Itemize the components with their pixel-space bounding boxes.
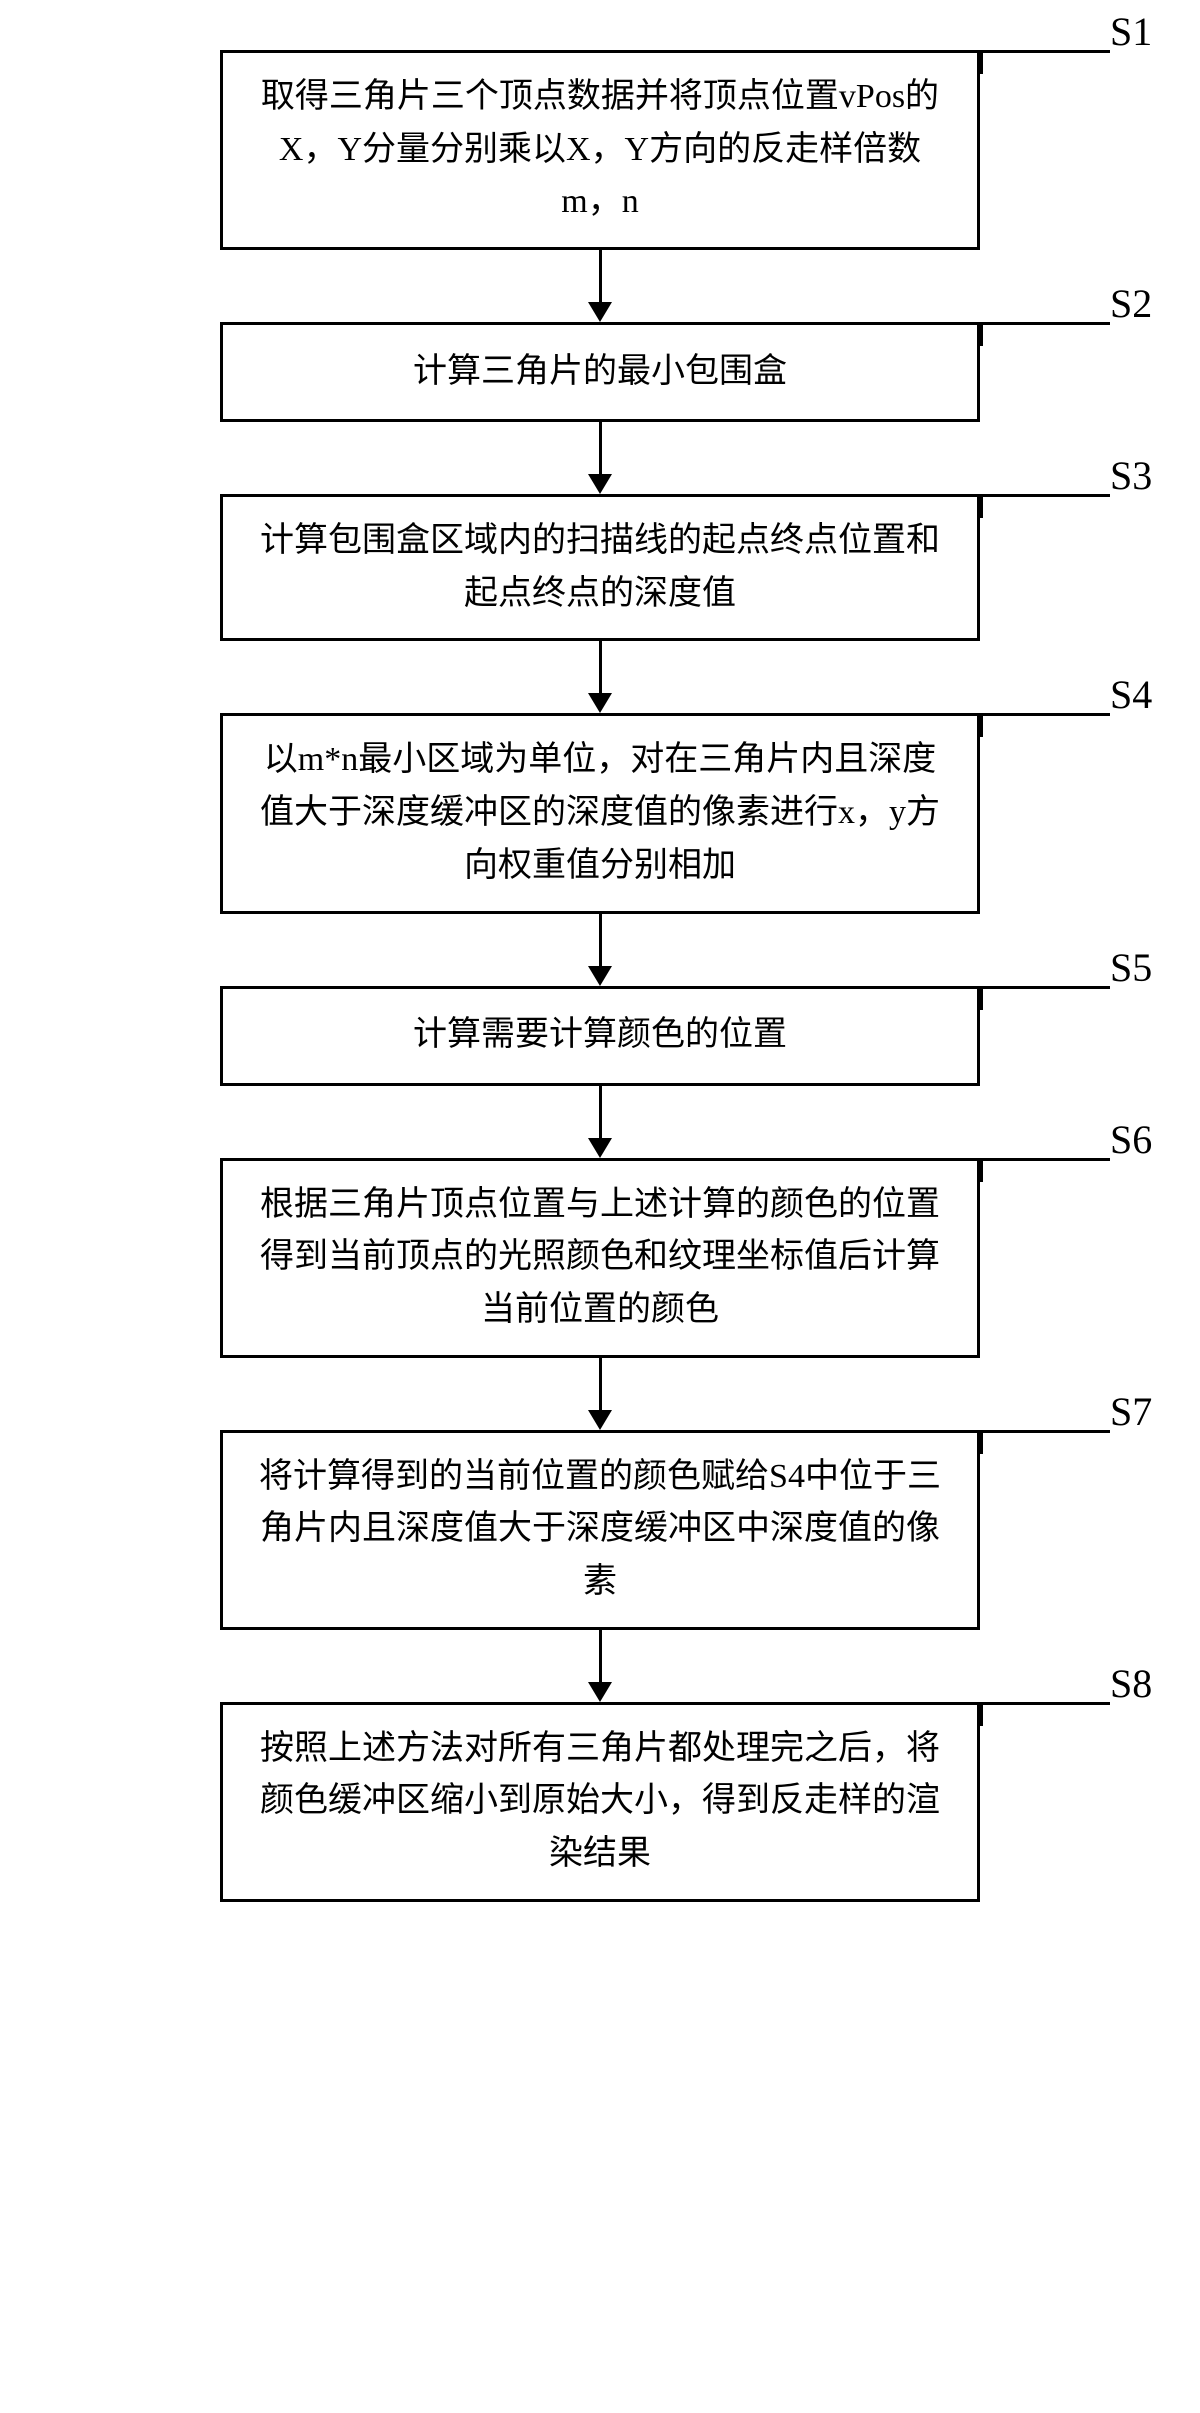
step-label-s8: S8: [1110, 1660, 1152, 1707]
leader-s1: [980, 44, 1110, 74]
step-text-s7: 将计算得到的当前位置的颜色赋给S4中位于三角片内且深度值大于深度缓冲区中深度值的…: [253, 1451, 947, 1609]
step-box-s1: 取得三角片三个顶点数据并将顶点位置vPos的X，Y分量分别乘以X，Y方向的反走样…: [220, 50, 980, 250]
step-text-s6: 根据三角片顶点位置与上述计算的颜色的位置得到当前顶点的光照颜色和纹理坐标值后计算…: [253, 1179, 947, 1337]
step-box-s6: 根据三角片顶点位置与上述计算的颜色的位置得到当前顶点的光照颜色和纹理坐标值后计算…: [220, 1158, 980, 1358]
step-label-s5: S5: [1110, 944, 1152, 991]
step-text-s4: 以m*n最小区域为单位，对在三角片内且深度值大于深度缓冲区的深度值的像素进行x，…: [253, 734, 947, 892]
step-text-s5: 计算需要计算颜色的位置: [413, 1009, 787, 1062]
arrow-s3-s4: [220, 641, 980, 713]
arrow-s5-s6: [220, 1086, 980, 1158]
leader-s3: [980, 488, 1110, 518]
step-text-s1: 取得三角片三个顶点数据并将顶点位置vPos的X，Y分量分别乘以X，Y方向的反走样…: [253, 71, 947, 229]
step-box-s8: 按照上述方法对所有三角片都处理完之后，将颜色缓冲区缩小到原始大小，得到反走样的渲…: [220, 1702, 980, 1902]
arrow-s6-s7: [220, 1358, 980, 1430]
leader-s4: [980, 707, 1110, 737]
step-s6-row: S6 根据三角片顶点位置与上述计算的颜色的位置得到当前顶点的光照颜色和纹理坐标值…: [100, 1158, 1100, 1358]
leader-s5: [980, 980, 1110, 1010]
flowchart: S1 取得三角片三个顶点数据并将顶点位置vPos的X，Y分量分别乘以X，Y方向的…: [100, 50, 1100, 1902]
step-label-s3: S3: [1110, 452, 1152, 499]
arrow-s7-s8: [220, 1630, 980, 1702]
step-box-s4: 以m*n最小区域为单位，对在三角片内且深度值大于深度缓冲区的深度值的像素进行x，…: [220, 713, 980, 913]
step-s8-row: S8 按照上述方法对所有三角片都处理完之后，将颜色缓冲区缩小到原始大小，得到反走…: [100, 1702, 1100, 1902]
arrow-s2-s3: [220, 422, 980, 494]
step-s5-row: S5 计算需要计算颜色的位置: [100, 986, 1100, 1086]
step-label-s7: S7: [1110, 1388, 1152, 1435]
step-box-s5: 计算需要计算颜色的位置: [220, 986, 980, 1086]
step-s1-row: S1 取得三角片三个顶点数据并将顶点位置vPos的X，Y分量分别乘以X，Y方向的…: [100, 50, 1100, 250]
step-s4-row: S4 以m*n最小区域为单位，对在三角片内且深度值大于深度缓冲区的深度值的像素进…: [100, 713, 1100, 913]
step-s7-row: S7 将计算得到的当前位置的颜色赋给S4中位于三角片内且深度值大于深度缓冲区中深…: [100, 1430, 1100, 1630]
leader-s2: [980, 316, 1110, 346]
step-box-s3: 计算包围盒区域内的扫描线的起点终点位置和起点终点的深度值: [220, 494, 980, 641]
step-s2-row: S2 计算三角片的最小包围盒: [100, 322, 1100, 422]
arrow-s4-s5: [220, 914, 980, 986]
step-box-s2: 计算三角片的最小包围盒: [220, 322, 980, 422]
step-box-s7: 将计算得到的当前位置的颜色赋给S4中位于三角片内且深度值大于深度缓冲区中深度值的…: [220, 1430, 980, 1630]
step-text-s3: 计算包围盒区域内的扫描线的起点终点位置和起点终点的深度值: [253, 515, 947, 620]
arrow-s1-s2: [220, 250, 980, 322]
step-label-s1: S1: [1110, 8, 1152, 55]
canvas: S1 取得三角片三个顶点数据并将顶点位置vPos的X，Y分量分别乘以X，Y方向的…: [0, 0, 1200, 2413]
step-label-s6: S6: [1110, 1116, 1152, 1163]
leader-s8: [980, 1696, 1110, 1726]
leader-s6: [980, 1152, 1110, 1182]
step-text-s2: 计算三角片的最小包围盒: [413, 346, 787, 399]
step-label-s4: S4: [1110, 671, 1152, 718]
step-s3-row: S3 计算包围盒区域内的扫描线的起点终点位置和起点终点的深度值: [100, 494, 1100, 641]
leader-s7: [980, 1424, 1110, 1454]
step-label-s2: S2: [1110, 280, 1152, 327]
step-text-s8: 按照上述方法对所有三角片都处理完之后，将颜色缓冲区缩小到原始大小，得到反走样的渲…: [253, 1723, 947, 1881]
